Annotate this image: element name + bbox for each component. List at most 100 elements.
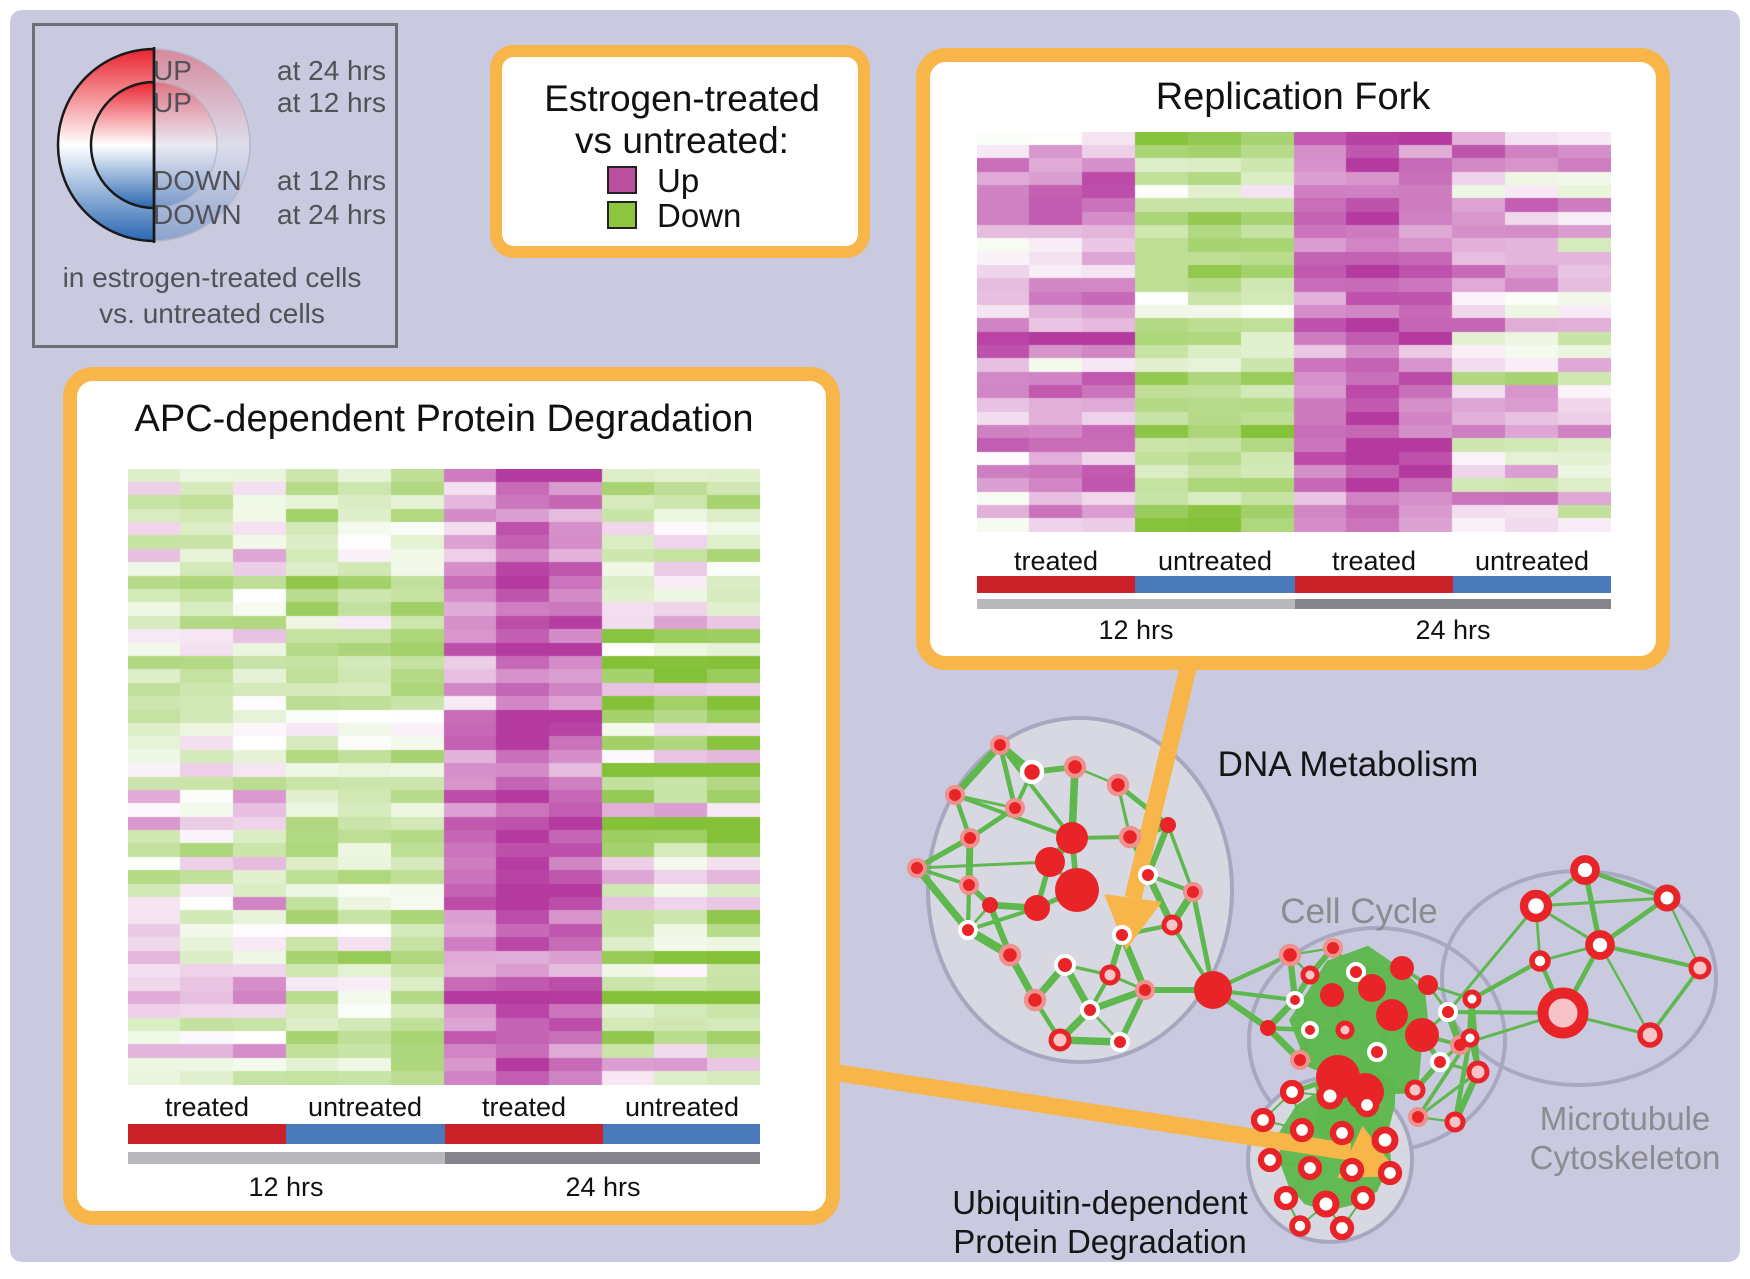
ubiquitin-label-line1: Ubiquitin-dependent	[952, 1184, 1248, 1221]
network-node	[1118, 825, 1142, 849]
network-edge	[1166, 824, 1195, 893]
legend-down-24-dir: DOWN	[153, 199, 242, 230]
network-node	[1056, 822, 1088, 854]
apc-untreated-bar-12	[286, 1124, 445, 1144]
cell-cycle-label: Cell Cycle	[1280, 892, 1438, 931]
rep-untreated-bar-12	[1135, 576, 1295, 593]
network-node	[1408, 1107, 1428, 1127]
network-node	[1444, 1111, 1466, 1133]
microtubule-label-line2: Cytoskeleton	[1529, 1139, 1721, 1176]
legend-up-24-dir: UP	[153, 55, 192, 86]
network-node	[982, 897, 998, 913]
network-edge	[916, 860, 1051, 870]
network-node	[1519, 889, 1553, 923]
network-node	[1135, 980, 1155, 1000]
updown-circle-legend-box	[32, 23, 398, 348]
estrogen-legend-title-line1: Estrogen-treated	[544, 78, 820, 119]
network-node	[1035, 847, 1065, 877]
dna-metabolism-label: DNA Metabolism	[1217, 745, 1479, 784]
network-node	[1048, 1028, 1072, 1052]
legend-down-24-time: at 24 hrs	[277, 199, 386, 230]
apc-group-treated-12: treated	[164, 1092, 250, 1122]
network-node	[1529, 950, 1551, 972]
network-node	[1257, 1147, 1283, 1173]
network-node	[1110, 1032, 1130, 1052]
network-edge	[1446, 905, 1538, 1013]
legend-down-12-dir: DOWN	[153, 165, 242, 196]
network-node	[1335, 1020, 1355, 1040]
estrogen-legend-title-line2: vs untreated:	[575, 120, 789, 161]
network-node	[1183, 882, 1203, 902]
network-node	[1260, 1020, 1276, 1036]
up-label: Up	[657, 162, 700, 199]
rep-time-12hrs: 12 hrs	[1098, 615, 1174, 645]
network-edge	[1470, 959, 1542, 1001]
network-edge	[998, 743, 1074, 840]
network-node	[1323, 938, 1343, 958]
legend-footer-line2: vs. untreated cells	[99, 298, 325, 329]
network-node	[1390, 956, 1414, 980]
network-node	[1320, 983, 1344, 1007]
network-node	[1106, 773, 1130, 797]
legend-up-12-time: at 12 hrs	[277, 87, 386, 118]
network-node	[1063, 755, 1087, 779]
network-node	[958, 920, 978, 940]
network-node	[1358, 974, 1386, 1002]
network-node	[1024, 895, 1050, 921]
rep-group-treated-24: treated	[1331, 546, 1417, 576]
network-node	[1354, 1092, 1380, 1118]
network-edge	[1535, 896, 1668, 908]
up-color-swatch	[607, 166, 637, 194]
network-edge	[1599, 942, 1701, 971]
apc-group-untreated-24: untreated	[624, 1092, 740, 1122]
network-node	[1637, 1022, 1663, 1048]
apc-treated-bar-24	[445, 1124, 603, 1144]
network-node	[1329, 1120, 1355, 1146]
network-node	[1054, 954, 1076, 976]
network-node	[1138, 865, 1158, 885]
network-node	[990, 735, 1010, 755]
network-node	[1653, 884, 1681, 912]
network-edge	[1648, 966, 1702, 1037]
updown-circle-diagram	[56, 47, 251, 243]
network-node	[959, 875, 979, 895]
legend-up-24-time: at 24 hrs	[277, 55, 386, 86]
network-node	[1430, 1052, 1450, 1072]
network-node	[1005, 798, 1025, 818]
network-node	[1418, 975, 1438, 995]
network-node	[1301, 1021, 1319, 1039]
rep-group-untreated-12: untreated	[1157, 546, 1273, 576]
replication-fork-heatmap	[977, 132, 1611, 532]
network-node	[1080, 1000, 1100, 1020]
network-node	[1273, 1185, 1299, 1211]
legend-down-12-time: at 12 hrs	[277, 165, 386, 196]
apc-heatmap	[128, 469, 760, 1085]
network-node	[1367, 1042, 1387, 1062]
network-edge	[914, 865, 971, 933]
inner-circle-left-half	[89, 80, 156, 210]
rep-treated-bar-12	[977, 576, 1135, 593]
network-node	[1300, 965, 1320, 985]
network-node	[1404, 1079, 1426, 1101]
network-node	[1462, 989, 1482, 1009]
network-edge	[1452, 1037, 1473, 1123]
rep-24hrs-bar	[1295, 599, 1611, 609]
network-node	[945, 785, 965, 805]
apc-12hrs-bar	[128, 1152, 445, 1164]
network-node	[1316, 1082, 1344, 1110]
network-node	[1350, 1185, 1376, 1211]
network-node	[960, 828, 980, 848]
down-color-swatch	[607, 201, 637, 229]
apc-group-untreated-12: untreated	[307, 1092, 423, 1122]
network-node	[1376, 999, 1408, 1031]
apc-untreated-bar-24	[603, 1124, 760, 1144]
network-node	[1290, 1050, 1310, 1070]
network-node	[998, 943, 1022, 967]
network-node	[1377, 1160, 1403, 1186]
rep-time-24hrs: 24 hrs	[1415, 615, 1491, 645]
network-node	[1160, 817, 1176, 833]
apc-24hrs-bar	[445, 1152, 760, 1164]
network-node	[1278, 943, 1302, 967]
network-node	[1371, 1126, 1399, 1154]
